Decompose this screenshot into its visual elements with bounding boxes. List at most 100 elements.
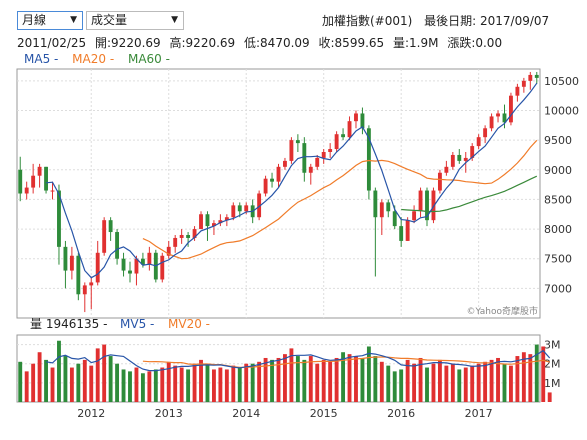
candle-body <box>515 86 520 96</box>
candle-body <box>205 214 210 227</box>
mv5-line <box>45 349 551 372</box>
candle-body <box>405 220 410 241</box>
candle-body <box>244 205 249 212</box>
volume-bar <box>541 346 546 402</box>
candle-body <box>521 80 526 87</box>
candle-body <box>44 166 48 191</box>
candle-body <box>37 166 42 176</box>
x-tick-label: 2016 <box>387 407 415 420</box>
volume-bar <box>263 357 268 402</box>
volume-bar <box>205 363 210 402</box>
candle-body <box>76 255 81 295</box>
candle-body <box>334 134 339 150</box>
candle-body <box>166 246 171 256</box>
volume-bar <box>82 359 87 402</box>
candle-body <box>373 190 378 218</box>
price-tick-label: 10500 <box>544 75 579 88</box>
ohlc-readout: 2011/02/25 開:9220.69 高:9220.69 低:8470.09… <box>17 34 507 51</box>
volume-bar <box>147 371 152 402</box>
volume-bar <box>179 367 184 402</box>
candle-body <box>95 252 100 283</box>
volume-bar <box>244 363 249 402</box>
candle-body <box>218 220 223 224</box>
period-select[interactable]: 月線 ▼ <box>17 11 83 30</box>
candle-body <box>502 113 507 123</box>
volume-bar <box>528 354 533 402</box>
candle-body <box>328 149 333 152</box>
candle-body <box>366 128 371 191</box>
candle-body <box>534 74 539 78</box>
volume-bar <box>444 365 449 402</box>
candle-body <box>160 255 165 280</box>
candle-body <box>437 172 442 191</box>
volume-bar <box>224 369 229 402</box>
volume-bar <box>457 369 462 402</box>
candle-body <box>386 202 391 212</box>
x-tick-label: 2013 <box>155 407 183 420</box>
volume-bar <box>347 354 352 402</box>
volume-bar <box>283 354 287 402</box>
candle-body <box>489 116 494 129</box>
candle-body <box>211 223 216 227</box>
price-tick-label: 7000 <box>544 282 572 295</box>
price-tick-label: 9000 <box>544 164 572 177</box>
volume-bar <box>295 356 300 402</box>
candle-body <box>199 214 203 230</box>
ma20-line <box>142 139 538 260</box>
volume-bar <box>302 359 307 402</box>
candle-body <box>483 128 488 138</box>
candle-body <box>134 258 139 274</box>
volume-bar <box>360 357 365 402</box>
candle-body <box>315 157 320 167</box>
candle-body <box>496 113 500 117</box>
volume-bar <box>166 361 171 402</box>
candle-body <box>347 121 352 138</box>
indicator-select[interactable]: 成交量 ▼ <box>86 11 184 30</box>
volume-bar <box>63 356 68 402</box>
candle-body <box>237 205 242 212</box>
price-tick-label: 8500 <box>544 193 572 206</box>
ma5-legend: MA5 - <box>24 52 59 66</box>
header-info: 加權指數(#001) 最後日期: 2017/09/07 <box>322 12 557 29</box>
indicator-select-value: 成交量 <box>91 13 128 27</box>
volume-bar <box>489 359 494 402</box>
candle-body <box>173 237 178 247</box>
volume-bar <box>192 363 197 402</box>
ohlc-low: 低:8470.09 <box>244 36 310 50</box>
ma60-legend: MA60 - <box>127 52 170 66</box>
volume-bar <box>250 363 255 402</box>
candle-body <box>425 190 429 221</box>
candle-body <box>418 190 423 212</box>
volume-bar <box>308 356 313 402</box>
ohlc-change: 漲跌:0.00 <box>447 36 503 50</box>
volume-bar <box>366 346 371 402</box>
volume-bar <box>102 344 107 402</box>
volume-bar <box>50 367 55 402</box>
volume-bar <box>334 357 339 402</box>
volume-bar <box>95 348 100 402</box>
candle-body <box>50 190 55 192</box>
candle-body <box>24 187 29 194</box>
mv5-legend: MV5 - <box>120 317 154 331</box>
volume-bar <box>373 356 378 402</box>
volume-tick-label: 2M <box>544 358 561 371</box>
volume-bar <box>186 369 191 402</box>
volume-bar <box>231 365 236 402</box>
ohlc-date: 2011/02/25 <box>17 36 87 50</box>
candle-body <box>528 74 533 81</box>
candle-body <box>186 235 191 238</box>
volume-bar <box>379 361 384 402</box>
candle-body <box>147 252 152 265</box>
candle-body <box>31 175 36 188</box>
candle-body <box>140 258 145 265</box>
volume-bar <box>321 359 326 402</box>
price-tick-label: 7500 <box>544 253 572 266</box>
volume-bar <box>399 369 404 402</box>
volume-bar <box>412 363 417 402</box>
ohlc-open: 開:9220.69 <box>95 36 161 50</box>
volume-bar <box>173 365 178 402</box>
volume-bar <box>270 359 274 402</box>
candle-body <box>18 169 23 194</box>
volume-legend-label: 量 1946135 - <box>30 317 107 331</box>
